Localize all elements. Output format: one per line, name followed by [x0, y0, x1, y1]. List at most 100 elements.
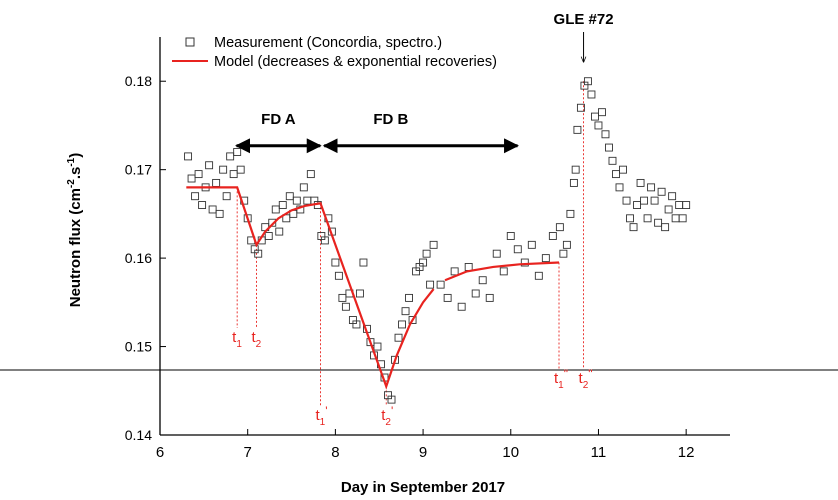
marker-sub: 1 [320, 417, 326, 428]
data-point [191, 192, 200, 201]
marker-sup: " [588, 367, 592, 381]
marker-label: t1" [554, 367, 568, 391]
data-point [268, 218, 277, 227]
data-point [629, 223, 638, 232]
x-tick-label: 12 [678, 444, 695, 461]
data-point [619, 165, 627, 174]
marker-sup: ' [391, 404, 393, 418]
data-point [485, 293, 494, 302]
data-point [675, 201, 684, 209]
data-point [205, 161, 214, 170]
data-point [671, 214, 680, 223]
x-tick-label: 10 [502, 444, 519, 461]
data-point [436, 280, 445, 289]
data-point [398, 320, 406, 329]
data-point [401, 307, 410, 316]
marker-sub: 2 [256, 339, 262, 350]
legend-label: Measurement (Concordia, spectro.) [214, 35, 442, 51]
data-point [534, 271, 543, 280]
data-point [562, 240, 571, 249]
data-point [426, 280, 435, 289]
marker-label: t1 [232, 329, 242, 350]
marker-sub: 2 [385, 417, 391, 428]
data-point [612, 170, 620, 179]
data-point [569, 178, 578, 187]
data-point [419, 258, 428, 267]
data-point [608, 156, 617, 165]
data-point [408, 316, 417, 324]
data-point [555, 223, 564, 232]
data-point [229, 170, 238, 179]
marker-text: t [554, 370, 559, 387]
y-label-part: .s [67, 167, 84, 180]
data-point [233, 148, 242, 156]
y-tick-label: 0.16 [125, 250, 152, 266]
data-point [264, 232, 273, 240]
period-label: FD A [261, 111, 296, 128]
data-point [457, 302, 466, 311]
data-point [334, 271, 343, 280]
y-tick-label: 0.17 [125, 162, 152, 178]
data-point [373, 342, 382, 351]
data-point [571, 165, 580, 174]
data-point [275, 227, 284, 236]
marker-label: t1' [315, 404, 327, 428]
data-point [394, 333, 403, 342]
marker-text: t [315, 407, 320, 424]
data-point [499, 267, 508, 276]
data-point [657, 187, 666, 196]
y-label-sup: -1 [66, 157, 77, 166]
data-point [341, 302, 350, 311]
data-point [492, 249, 501, 258]
data-point [559, 249, 568, 258]
data-point [661, 223, 670, 232]
data-point [633, 201, 641, 209]
y-label-part: ) [67, 153, 84, 158]
data-point [355, 289, 364, 298]
data-point [622, 196, 631, 205]
data-point [187, 174, 196, 183]
data-point [520, 258, 529, 267]
data-point [405, 293, 413, 302]
data-point [591, 112, 599, 121]
marker-label: t2 [251, 329, 261, 350]
data-point [198, 201, 207, 209]
data-point [682, 201, 691, 209]
y-tick-label: 0.15 [125, 339, 152, 355]
data-point [615, 183, 624, 192]
data-point [576, 103, 585, 112]
marker-text: t [232, 329, 237, 346]
data-point [443, 293, 452, 302]
data-point [184, 152, 193, 161]
data-point [478, 276, 487, 285]
data-point [678, 214, 687, 223]
legend-label: Model (decreases & exponential recoverie… [214, 54, 497, 70]
data-point [352, 320, 361, 329]
data-point [226, 152, 235, 161]
x-tick-label: 7 [244, 444, 252, 461]
data-point [668, 192, 677, 201]
x-axis-label: Day in September 2017 [341, 479, 505, 496]
data-point [320, 236, 329, 245]
data-point [664, 205, 673, 214]
y-axis-label: Neutron flux (cm-2.s-1) [66, 153, 84, 308]
data-point [278, 201, 287, 209]
data-point [303, 196, 312, 205]
data-point [573, 125, 582, 134]
marker-sub: 1 [558, 380, 564, 391]
data-point [292, 196, 301, 205]
marker-text: t [579, 370, 584, 387]
data-point [598, 108, 606, 117]
data-point [594, 121, 603, 130]
data-point [640, 196, 649, 205]
data-point [299, 183, 308, 192]
y-label-sup: -2 [66, 179, 77, 188]
data-point [222, 192, 231, 201]
marker-text: t [381, 407, 386, 424]
data-point [583, 77, 592, 86]
data-point [219, 165, 228, 174]
data-point [650, 196, 659, 205]
data-point [285, 192, 294, 201]
data-point [212, 178, 221, 187]
data-point [566, 209, 575, 218]
